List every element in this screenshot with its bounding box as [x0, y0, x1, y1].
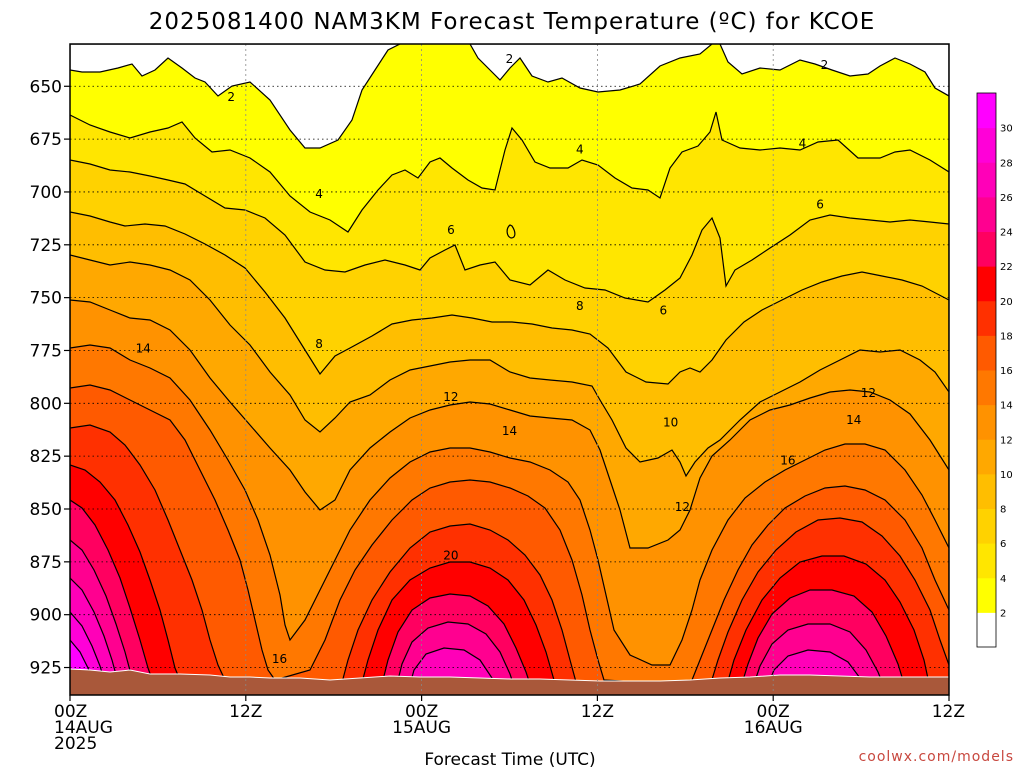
x-tick-label: 00Z	[405, 702, 438, 722]
colorbar-label: 10	[1000, 470, 1013, 481]
band-18-20	[70, 464, 931, 695]
colorbar-label: 26	[1000, 193, 1013, 204]
band-16-18	[70, 424, 949, 695]
contour-label: 14	[846, 413, 861, 427]
colorbar-label: 14	[1000, 401, 1013, 412]
colorbar-frame	[976, 92, 997, 648]
colorbar-swatch	[977, 266, 996, 302]
colorbar-swatch	[977, 335, 996, 371]
contour-label: 2	[506, 52, 514, 66]
contour-label: 16	[780, 453, 795, 467]
x-tick-label: 12Z	[932, 702, 965, 722]
colorbar-swatch	[977, 577, 996, 613]
contour-label: 10	[663, 415, 678, 429]
colorbar-swatch	[977, 127, 996, 163]
x-tick-label: 00Z	[757, 702, 790, 722]
colorbar-swatch	[977, 93, 996, 129]
contour-label: 2	[821, 58, 829, 72]
x-tick-label: 00Z	[54, 702, 87, 722]
y-tick-label: 800	[30, 394, 62, 414]
colorbar-label: 6	[1000, 539, 1006, 550]
colorbar-swatch	[977, 300, 996, 336]
colorbar-label: 18	[1000, 331, 1013, 342]
x-tick-label: 2025	[54, 734, 97, 754]
x-tick-label: 12Z	[581, 702, 614, 722]
y-tick-label: 825	[30, 447, 62, 467]
y-tick-label: 850	[30, 500, 62, 520]
small-loop	[506, 224, 516, 239]
chart-title: 2025081400 NAM3KM Forecast Temperature (…	[149, 9, 876, 35]
contour-label: 14	[136, 341, 151, 355]
y-tick-label: 925	[30, 659, 62, 679]
gridlines	[70, 44, 949, 695]
colorbar-label: 2	[1000, 608, 1006, 619]
contour-label: 12	[861, 386, 876, 400]
band-14-16	[70, 384, 949, 695]
contour-label: 6	[447, 223, 455, 237]
y-axis: 650 675 700 725 750 775 800 825 850 875 900 925	[30, 77, 70, 679]
colorbar-swatch	[977, 162, 996, 198]
y-tick-label: 650	[30, 77, 62, 97]
y-tick-label: 775	[30, 341, 62, 361]
y-tick-label: 725	[30, 236, 62, 256]
plot-frame	[69, 43, 950, 696]
colorbar-label: 4	[1000, 574, 1006, 585]
colorbar-swatch	[977, 404, 996, 440]
y-tick-label: 900	[30, 606, 62, 626]
contour-label: 4	[799, 136, 807, 150]
colorbar-label: 22	[1000, 262, 1013, 273]
contour-label: 20	[443, 549, 458, 563]
y-tick-label: 700	[30, 183, 62, 203]
band-0-2b	[469, 44, 713, 93]
colorbar-swatch	[977, 612, 996, 648]
band-0-2c	[719, 44, 949, 97]
contour-label: 16	[272, 652, 287, 666]
credit-text: coolwx.com/models	[859, 749, 1014, 765]
x-tick-label: 14AUG	[54, 718, 113, 738]
contour-label: 4	[315, 187, 323, 201]
contour-label: 2	[227, 90, 235, 104]
y-tick-label: 875	[30, 553, 62, 573]
colorbar-label: 8	[1000, 505, 1006, 516]
colorbar-swatch	[977, 439, 996, 475]
contour-label: 8	[315, 337, 323, 351]
y-tick-label: 675	[30, 130, 62, 150]
contour-label: 12	[675, 500, 690, 514]
colorbar-swatch	[977, 196, 996, 232]
contour-label: 4	[576, 143, 584, 157]
contour-label: 6	[660, 303, 668, 317]
contour-label: 14	[502, 424, 517, 438]
band-0-2	[70, 44, 401, 149]
colorbar-label: 20	[1000, 297, 1013, 308]
x-tick-label: 12Z	[229, 702, 262, 722]
x-axis-label: Forecast Time (UTC)	[424, 750, 595, 768]
colorbar-label: 16	[1000, 366, 1013, 377]
contour-label: 6	[816, 198, 824, 212]
x-tick-label: 15AUG	[392, 718, 451, 738]
contour-label: 12	[443, 390, 458, 404]
colorbar-swatch	[977, 508, 996, 544]
terrain	[70, 668, 949, 695]
colorbar-swatch	[977, 370, 996, 406]
colorbar-label: 12	[1000, 435, 1013, 446]
x-tick-label: 16AUG	[744, 718, 803, 738]
colorbar-label: 30	[1000, 124, 1013, 135]
colorbar-label: 28	[1000, 158, 1013, 169]
colorbar-swatch	[977, 473, 996, 509]
colorbar-swatch	[977, 543, 996, 579]
colorbar-swatch	[977, 231, 996, 267]
colorbar-label: 24	[1000, 228, 1013, 239]
y-tick-label: 750	[30, 289, 62, 309]
contour-label: 8	[576, 299, 584, 313]
